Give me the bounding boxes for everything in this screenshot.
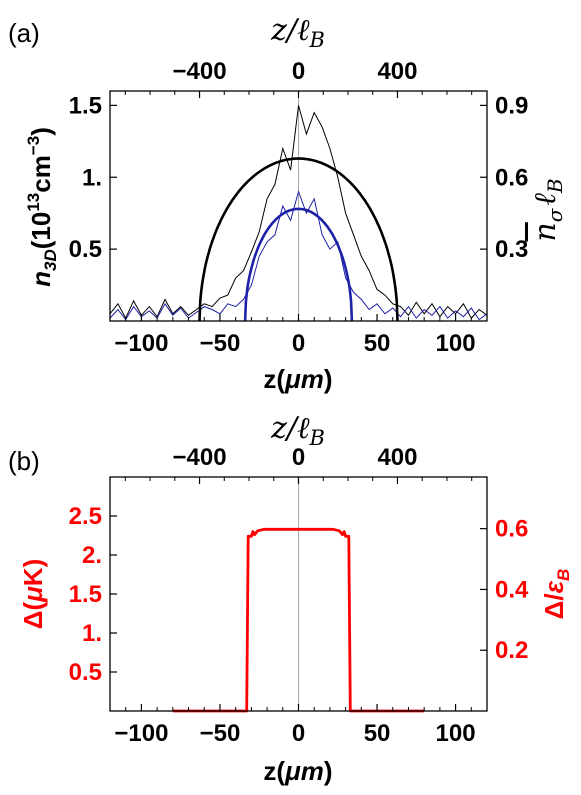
- top-tick-label: 400: [377, 444, 417, 471]
- top-tick-label: 400: [377, 58, 417, 85]
- y-left-tick-label: 2.5: [69, 503, 102, 530]
- x-tick-label: −50: [200, 720, 241, 747]
- y-axis-label-left-b: Δ(μK): [18, 559, 48, 629]
- noisy-series-black: [109, 105, 488, 320]
- y-right-tick-label: 0.6: [495, 516, 528, 543]
- y-right-tick-label: 0.4: [495, 576, 529, 603]
- y-left-tick-label: 1.: [82, 620, 102, 647]
- svg-text:Δ(μK): Δ(μK): [18, 559, 48, 629]
- plot-panel-b: −100 −50 0 50 100 −400 0 400 0.5 1. 1.5 2. 2.5 0.2 0.4…: [69, 444, 529, 747]
- y-axis-label-left-a: n3D(1013cm−3): [24, 127, 60, 287]
- x-tick-label: 100: [436, 330, 476, 357]
- x-tick-label: −100: [114, 330, 168, 357]
- y-right-tick-label: 0.9: [495, 92, 528, 119]
- top-axis-label-b: z/ℓB: [270, 411, 325, 450]
- y-right-tick-label: 0.6: [495, 164, 528, 191]
- y-left-tick-label: 0.5: [69, 236, 102, 263]
- top-tick-label: 0: [292, 444, 305, 471]
- x-tick-label: 50: [364, 720, 391, 747]
- x-axis-label-b: z(μm): [263, 756, 332, 786]
- x-tick-label: 50: [364, 330, 391, 357]
- svg-text:n3D(1013cm−3): n3D(1013cm−3): [24, 127, 60, 287]
- y-right-tick-label: 0.3: [495, 236, 528, 263]
- panel-b-label: (b): [8, 446, 40, 476]
- profile-series-black: [198, 157, 399, 322]
- gap-series: [172, 527, 425, 713]
- y-right-tick-label: 0.2: [495, 637, 528, 664]
- x-tick-label: −50: [200, 330, 241, 357]
- plot-panel-a: −100 −50 0 50 100 −400 0 400 0.5 1. 1.5 0.3 0.6 0.9: [69, 58, 529, 357]
- x-tick-label: 0: [292, 330, 305, 357]
- y-left-tick-label: 1.5: [69, 92, 102, 119]
- y-axis-label-right-b: Δ/εB: [539, 569, 573, 620]
- x-axis-label-a: z(μm): [263, 364, 332, 394]
- y-left-tick-label: 2.: [82, 542, 102, 569]
- svg-text:nσℓB: nσℓB: [528, 178, 567, 241]
- top-axis-label-a: z/ℓB: [270, 13, 325, 52]
- top-tick-label: −400: [173, 444, 227, 471]
- y-axis-label-right-a: nσℓB: [528, 178, 567, 241]
- y-left-tick-label: 0.5: [69, 659, 102, 686]
- profile-series-blue: [243, 207, 354, 322]
- panel-a-label: (a): [8, 18, 40, 48]
- noisy-series-blue: [109, 189, 488, 321]
- x-tick-label: 0: [292, 720, 305, 747]
- y-left-tick-label: 1.5: [69, 581, 102, 608]
- top-tick-label: 0: [292, 58, 305, 85]
- y-left-tick-label: 1.: [82, 164, 102, 191]
- x-tick-label: 100: [436, 720, 476, 747]
- x-tick-label: −100: [114, 720, 168, 747]
- svg-text:Δ/εB: Δ/εB: [539, 569, 573, 620]
- top-tick-label: −400: [173, 58, 227, 85]
